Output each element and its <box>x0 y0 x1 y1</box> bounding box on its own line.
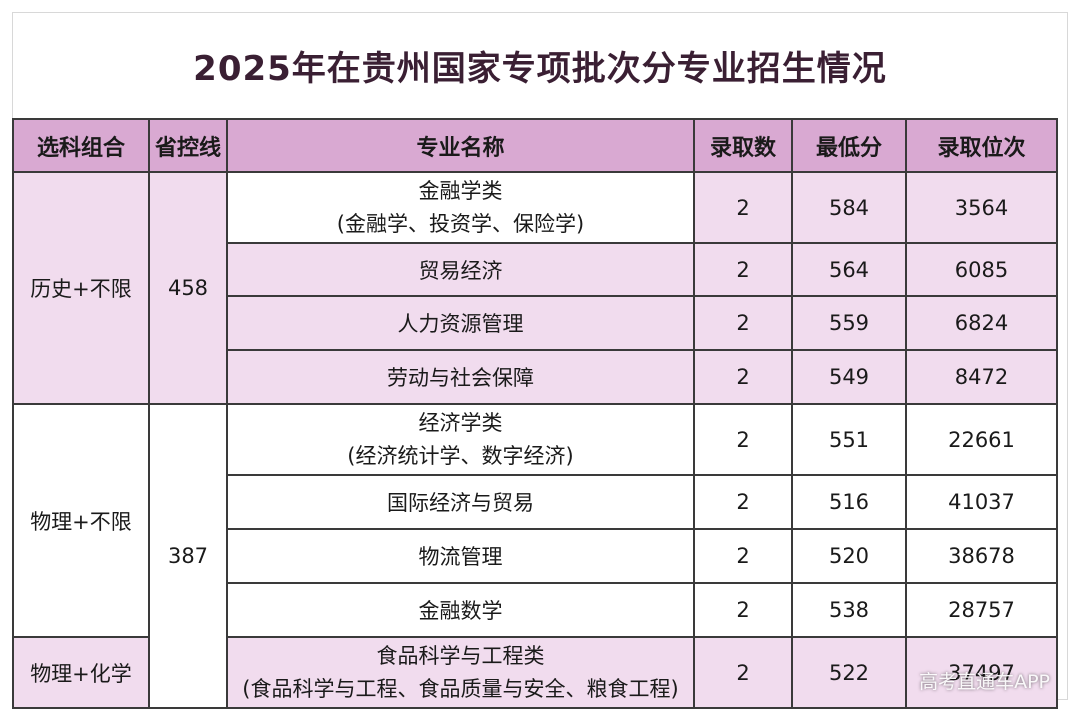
major-sub: (经济统计学、数字经济) <box>347 443 574 468</box>
count-cell: 2 <box>693 349 793 405</box>
rank-cell: 6824 <box>905 295 1058 351</box>
header-cell: 录取位次 <box>905 118 1058 173</box>
rank-cell: 37497 <box>905 636 1058 709</box>
control-line-cell: 458 <box>148 171 228 405</box>
min-score-cell: 516 <box>791 474 907 530</box>
rank-cell: 38678 <box>905 528 1058 584</box>
major-name: 金融学类 <box>418 178 503 203</box>
count-cell: 2 <box>693 528 793 584</box>
min-score-cell: 551 <box>791 403 907 476</box>
count-cell: 2 <box>693 242 793 297</box>
table-row: 物理+不限 387 经济学类 (经济统计学、数字经济) 2 551 22661 <box>12 403 1058 709</box>
group-cell: 物理+不限 <box>12 403 150 638</box>
major-cell: 物流管理 <box>226 528 695 584</box>
table-row: 劳动与社会保障 2 549 8472 <box>13 349 1058 405</box>
header-cell: 选科组合 <box>12 118 150 173</box>
table-row: 物理+化学 食品科学与工程类 (食品科学与工程、食品质量与安全、粮食工程) 2 5… <box>12 636 1058 709</box>
major-cell: 人力资源管理 <box>226 295 695 351</box>
header-cell: 专业名称 <box>226 118 695 173</box>
major-name: 食品科学与工程类 <box>376 643 545 668</box>
count-cell: 2 <box>693 403 793 476</box>
watermark-text: 高考直通车APP <box>919 671 1050 693</box>
header-cell: 录取数 <box>693 118 793 173</box>
table-row: 历史+不限 458 金融学类 (金融学、投资学、保险学) 2 584 3564 <box>12 171 1058 405</box>
major-sub: (金融学、投资学、保险学) <box>336 211 585 236</box>
admission-table: 选科组合 省控线 专业名称 录取数 最低分 录取位次 历史+不限 458 金融学… <box>12 118 1058 709</box>
min-score-cell: 522 <box>791 636 907 709</box>
major-sub: (食品科学与工程、食品质量与安全、粮食工程) <box>242 676 679 701</box>
major-cell: 金融数学 <box>226 582 695 638</box>
major-cell: 经济学类 (经济统计学、数字经济) <box>226 403 695 476</box>
major-cell: 食品科学与工程类 (食品科学与工程、食品质量与安全、粮食工程) <box>226 636 695 709</box>
table-row: 国际经济与贸易 2 516 41037 <box>13 474 1058 530</box>
major-cell: 国际经济与贸易 <box>226 474 695 530</box>
count-cell: 2 <box>693 474 793 530</box>
major-cell: 金融学类 (金融学、投资学、保险学) <box>226 171 695 244</box>
rank-cell: 22661 <box>905 403 1058 476</box>
min-score-cell: 584 <box>791 171 907 244</box>
rank-cell: 28757 <box>905 582 1058 638</box>
major-cell: 贸易经济 <box>226 242 695 297</box>
min-score-cell: 549 <box>791 349 907 405</box>
count-cell: 2 <box>693 171 793 244</box>
header-cell: 最低分 <box>791 118 907 173</box>
count-cell: 2 <box>693 295 793 351</box>
min-score-cell: 538 <box>791 582 907 638</box>
min-score-cell: 559 <box>791 295 907 351</box>
page-title: 2025年在贵州国家专项批次分专业招生情况 <box>193 48 887 89</box>
rank-cell: 41037 <box>905 474 1058 530</box>
major-cell: 劳动与社会保障 <box>226 349 695 405</box>
rank-cell: 3564 <box>905 171 1058 244</box>
min-score-cell: 564 <box>791 242 907 297</box>
count-cell: 2 <box>693 582 793 638</box>
count-cell: 2 <box>693 636 793 709</box>
rank-cell: 8472 <box>905 349 1058 405</box>
major-name: 经济学类 <box>418 410 503 435</box>
table-row: 金融数学 2 538 28757 <box>13 582 1058 638</box>
rank-cell: 6085 <box>905 242 1058 297</box>
table-row: 贸易经济 2 564 6085 <box>13 242 1058 297</box>
min-score-cell: 520 <box>791 528 907 584</box>
control-line-cell: 387 <box>148 403 228 709</box>
table-row: 物流管理 2 520 38678 <box>13 528 1058 584</box>
group-cell: 历史+不限 <box>12 171 150 405</box>
header-cell: 省控线 <box>148 118 228 173</box>
table-row: 人力资源管理 2 559 6824 <box>13 295 1058 351</box>
group-cell: 物理+化学 <box>12 636 150 709</box>
header-row: 选科组合 省控线 专业名称 录取数 最低分 录取位次 <box>12 118 1058 173</box>
